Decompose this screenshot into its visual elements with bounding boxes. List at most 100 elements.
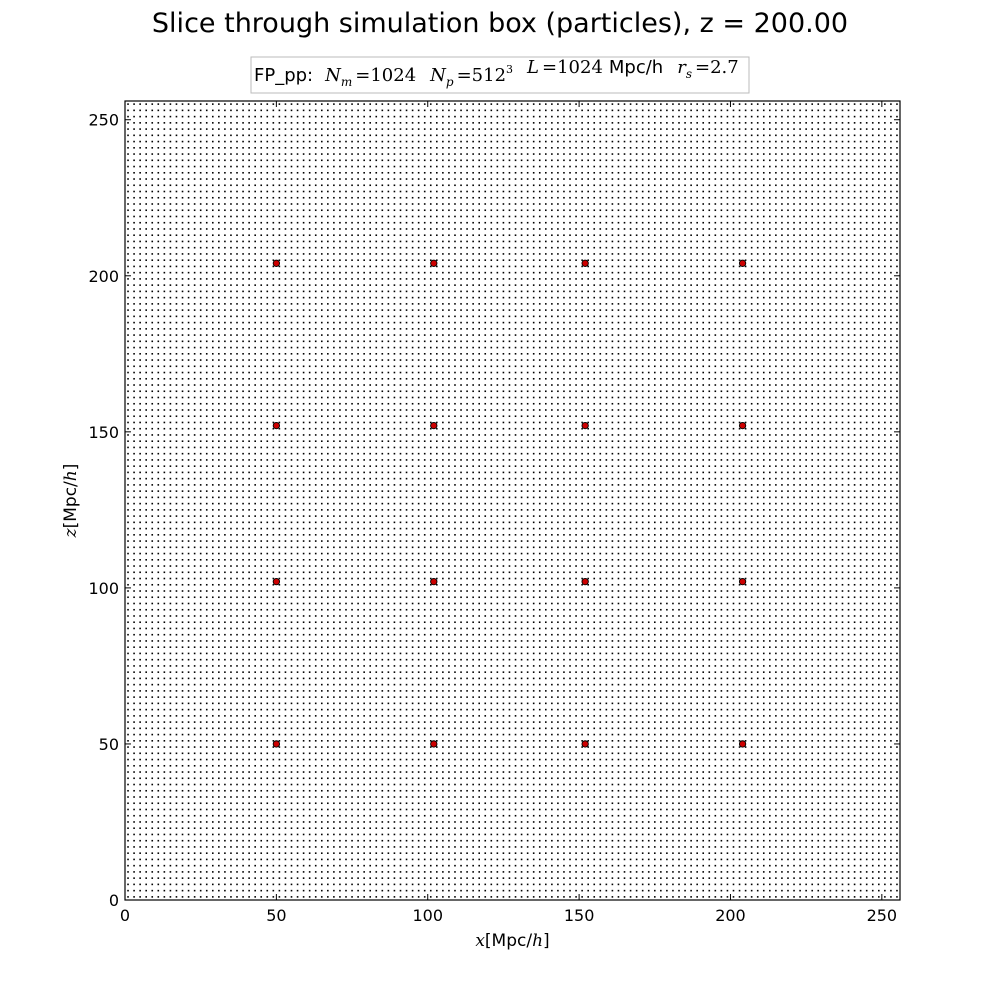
particle-point <box>181 652 184 655</box>
particle-point <box>339 190 341 193</box>
particle-point <box>290 246 293 249</box>
particle-point <box>290 184 293 187</box>
particle-point <box>205 746 208 748</box>
particle-point <box>302 596 305 599</box>
particle-point <box>254 371 256 374</box>
particle-point <box>193 546 196 549</box>
particle-point <box>163 328 166 330</box>
particle-point <box>320 534 323 536</box>
particle-point <box>308 178 311 180</box>
particle-point <box>357 371 359 374</box>
particle-point <box>236 421 238 424</box>
particle-point <box>260 764 263 767</box>
particle-point <box>236 484 238 486</box>
particle-point <box>290 733 293 736</box>
particle-point <box>151 877 154 879</box>
particle-point <box>290 821 293 823</box>
particle-point <box>248 808 250 811</box>
particle-point <box>357 477 359 480</box>
particle-point <box>308 377 311 380</box>
particle-point <box>199 271 202 274</box>
particle-point <box>254 452 256 455</box>
particle-point <box>175 178 178 180</box>
particle-point <box>139 377 141 380</box>
particle-point <box>345 683 347 686</box>
particle-point <box>163 446 166 449</box>
particle-point <box>205 608 208 611</box>
particle-point <box>133 727 135 730</box>
particle-point <box>236 409 238 411</box>
particle-point <box>242 259 244 261</box>
particle-point <box>181 814 184 817</box>
particle-point <box>302 402 305 405</box>
particle-point <box>296 715 299 717</box>
particle-point <box>296 839 299 842</box>
particle-point <box>218 409 220 411</box>
particle-point <box>248 228 250 230</box>
particle-point <box>218 340 220 343</box>
particle-point <box>333 427 335 430</box>
particle-point <box>175 159 178 162</box>
particle-point <box>193 178 196 180</box>
particle-point <box>278 221 281 224</box>
particle-point <box>193 764 196 767</box>
particle-point <box>181 309 184 311</box>
particle-point <box>327 527 329 530</box>
particle-point <box>163 590 166 592</box>
particle-point <box>127 259 129 261</box>
particle-point <box>254 147 256 149</box>
particle-point <box>175 808 178 811</box>
particle-point <box>181 415 184 418</box>
particle-point <box>339 777 341 780</box>
particle-point <box>157 571 160 574</box>
particle-point <box>236 552 238 555</box>
particle-point <box>272 602 275 605</box>
particle-point <box>224 459 226 461</box>
particle-point <box>345 103 347 105</box>
particle-point <box>254 471 256 474</box>
particle-point <box>272 465 275 467</box>
particle-point <box>290 340 293 343</box>
particle-point <box>211 165 214 168</box>
particle-point <box>290 415 293 418</box>
particle-point <box>302 871 305 873</box>
particle-point <box>272 640 275 642</box>
particle-point <box>218 590 220 592</box>
particle-point <box>181 290 184 293</box>
particle-point <box>139 665 141 667</box>
particle-point <box>308 209 311 212</box>
particle-point <box>157 334 160 336</box>
particle-point <box>320 147 323 149</box>
particle-point <box>345 334 347 336</box>
particle-point <box>284 889 287 892</box>
particle-point <box>187 658 190 661</box>
particle-point <box>127 565 129 567</box>
particle-point <box>181 877 184 879</box>
particle-point <box>193 871 196 873</box>
particle-point <box>351 415 353 418</box>
particle-point <box>187 546 190 549</box>
particle-point <box>139 290 141 293</box>
particle-point <box>266 396 269 399</box>
particle-point <box>187 833 190 836</box>
particle-point <box>290 484 293 486</box>
particle-point <box>218 677 220 680</box>
particle-point <box>357 540 359 542</box>
particle-point <box>169 552 172 555</box>
particle-point <box>266 652 269 655</box>
particle-point <box>218 315 220 318</box>
particle-point <box>320 134 323 137</box>
particle-point <box>351 534 353 536</box>
particle-point <box>333 814 335 817</box>
particle-point <box>254 521 256 524</box>
particle-point <box>314 708 317 711</box>
particle-point <box>333 371 335 374</box>
particle-point <box>302 253 305 255</box>
particle-point <box>224 265 226 268</box>
particle-point <box>260 465 263 467</box>
particle-point <box>254 221 256 224</box>
particle-point <box>139 103 141 105</box>
particle-point <box>230 334 232 336</box>
particle-point <box>205 696 208 698</box>
particle-point <box>211 103 214 105</box>
